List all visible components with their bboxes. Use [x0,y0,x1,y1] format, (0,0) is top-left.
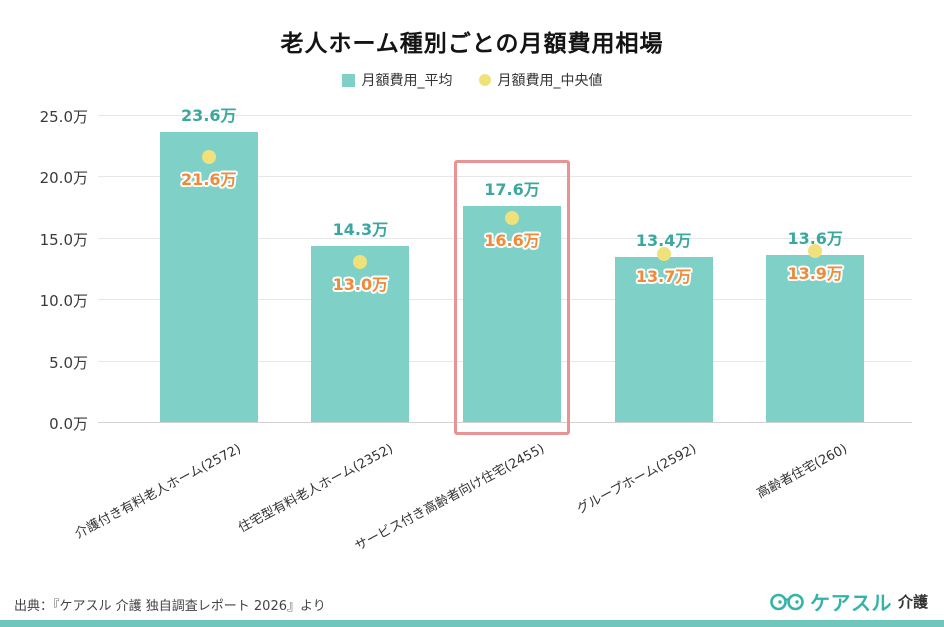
x-axis-line [98,422,912,423]
average-bar [311,246,410,422]
legend-average-label: 月額費用_平均 [361,73,453,89]
bottom-accent-strip [0,620,944,627]
median-dot [201,149,216,164]
glasses-icon [770,593,804,611]
median-dot [505,211,519,226]
legend-item-average: 月額費用_平均 [341,70,453,90]
gridline [98,176,912,178]
median-value-label: 21.6万 [181,169,237,189]
y-axis-tick-label: 0.0万 [49,415,88,433]
y-axis-tick-label: 20.0万 [39,169,88,188]
median-dot [353,255,368,270]
logo-text: ケアスル [809,591,892,615]
x-axis-label: 高齢者住宅(260) [754,441,851,502]
chart-title: 老人ホーム種別ごとの月額費用相場 [280,31,664,57]
median-dot [808,244,823,259]
brand-logo: ケアスル 介護 [769,587,928,616]
y-axis-tick-label: 10.0万 [39,292,88,311]
y-axis-tick-label: 5.0万 [49,353,88,372]
average-value-label: 13.4万 [635,231,692,251]
median-value-label: 13.0万 [332,275,389,295]
legend-square-icon [341,73,355,87]
legend-circle-icon [478,74,491,86]
median-value-label: 16.6万 [484,231,540,251]
x-axis-label: 住宅型有料老人ホーム(2352) [235,441,396,536]
x-axis-label: 介護付き有料老人ホーム(2572) [72,441,244,543]
legend-median-label: 月額費用_中央値 [497,73,603,89]
average-bar [614,257,713,422]
legend-item-median: 月額費用_中央値 [478,70,603,90]
legend: 月額費用_平均 月額費用_中央値 [0,70,944,90]
average-bar [766,254,865,422]
median-value-label: 13.9万 [787,264,843,284]
logo-suffix: 介護 [897,593,928,611]
y-axis-tick-label: 25.0万 [39,108,88,126]
average-value-label: 13.6万 [787,228,843,248]
median-dot [656,246,671,261]
average-value-label: 23.6万 [181,106,237,126]
median-value-label: 13.7万 [635,266,692,286]
average-value-label: 17.6万 [484,179,540,199]
average-bar [463,205,561,422]
average-value-label: 14.3万 [332,220,389,240]
gridline [98,115,912,116]
x-axis-label: グループホーム(2592) [574,441,699,518]
source-text: 出典：『ケアスル 介護 独自調査レポート 2026』より [14,599,326,614]
average-bar [159,132,258,422]
y-axis-tick-label: 15.0万 [39,230,88,249]
